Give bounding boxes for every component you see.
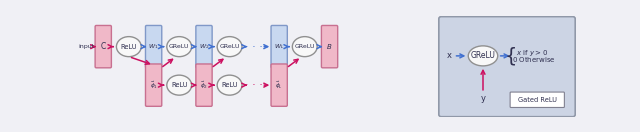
Text: ReLU: ReLU	[120, 44, 137, 50]
FancyBboxPatch shape	[321, 25, 338, 68]
FancyBboxPatch shape	[145, 25, 162, 68]
Text: · · ·: · · ·	[245, 80, 263, 90]
Text: $W_1$: $W_1$	[148, 42, 159, 51]
FancyBboxPatch shape	[271, 25, 287, 68]
FancyBboxPatch shape	[196, 25, 212, 68]
Text: C: C	[100, 42, 106, 51]
Text: y: y	[481, 94, 486, 103]
Text: {: {	[505, 47, 517, 66]
Text: $x\ \mathrm{if}\ y>0$: $x\ \mathrm{if}\ y>0$	[516, 48, 548, 58]
Ellipse shape	[217, 75, 242, 95]
FancyBboxPatch shape	[510, 92, 564, 107]
Text: $W_L$: $W_L$	[274, 42, 284, 51]
Text: ReLU: ReLU	[221, 82, 238, 88]
Ellipse shape	[217, 37, 242, 57]
Text: GReLU: GReLU	[169, 44, 189, 49]
Text: $\vec{\phi}_2$: $\vec{\phi}_2$	[200, 80, 208, 91]
Text: · · ·: · · ·	[245, 42, 263, 52]
Text: $W_2$: $W_2$	[199, 42, 209, 51]
Text: Gated ReLU: Gated ReLU	[518, 97, 557, 103]
Ellipse shape	[167, 75, 191, 95]
Text: $\vec{\phi}_1$: $\vec{\phi}_1$	[150, 80, 157, 91]
FancyBboxPatch shape	[145, 64, 162, 106]
Text: $\vec{\phi}_L$: $\vec{\phi}_L$	[275, 80, 283, 91]
Text: GReLU: GReLU	[294, 44, 315, 49]
FancyBboxPatch shape	[95, 25, 111, 68]
Text: $B$: $B$	[326, 42, 333, 51]
FancyBboxPatch shape	[271, 64, 287, 106]
Text: ReLU: ReLU	[171, 82, 188, 88]
Ellipse shape	[468, 46, 498, 66]
Text: input: input	[78, 44, 94, 49]
Text: x: x	[447, 51, 451, 60]
Ellipse shape	[292, 37, 317, 57]
Text: GReLU: GReLU	[220, 44, 240, 49]
FancyBboxPatch shape	[439, 17, 575, 117]
Ellipse shape	[116, 37, 141, 57]
Text: GReLU: GReLU	[470, 51, 495, 60]
Text: $0\ \mathrm{Otherwise}$: $0\ \mathrm{Otherwise}$	[513, 55, 556, 64]
FancyBboxPatch shape	[196, 64, 212, 106]
Ellipse shape	[167, 37, 191, 57]
